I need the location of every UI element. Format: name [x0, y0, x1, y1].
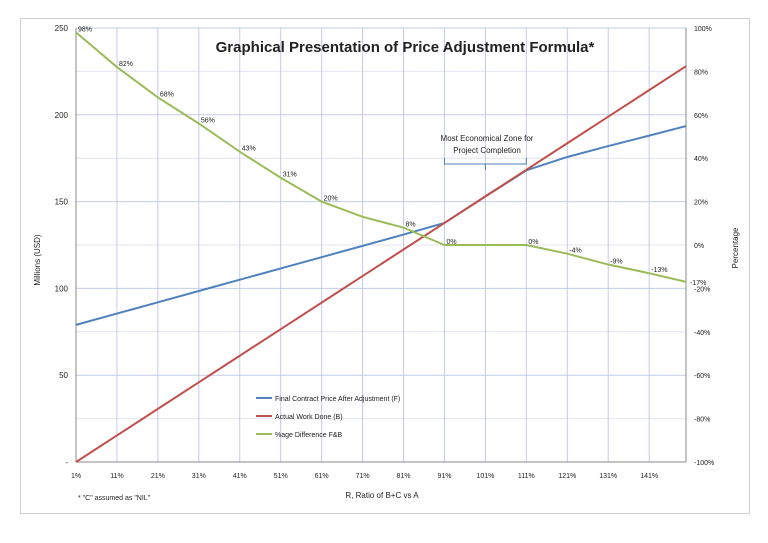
x-tick-label: 61%: [315, 473, 329, 480]
x-tick-label: 141%: [640, 473, 658, 480]
x-tick-label: 91%: [437, 473, 451, 480]
x-tick-label: 101%: [476, 473, 494, 480]
data-label: 68%: [160, 91, 174, 98]
y-axis-label: Millions (USD): [33, 234, 42, 285]
data-label: 31%: [283, 172, 297, 179]
y2-tick-label: 0%: [694, 243, 704, 250]
data-label: 56%: [201, 117, 215, 124]
y-tick-label: 200: [55, 111, 69, 120]
y2-tick-label: 40%: [694, 156, 708, 163]
y2-extra-label: -17%: [690, 280, 706, 287]
data-label: -4%: [569, 248, 581, 255]
x-tick-label: 21%: [151, 473, 165, 480]
annotation-line-2: Project Completion: [453, 146, 521, 155]
x-tick-label: 81%: [397, 473, 411, 480]
legend: Final Contract Price After Adjustment (F…: [256, 396, 400, 439]
chart-frame: [20, 18, 750, 514]
series-line-1: [75, 125, 687, 326]
y2-tick-label: 60%: [694, 113, 708, 120]
x-tick-label: 41%: [233, 473, 247, 480]
x-tick-label: 1%: [71, 473, 81, 480]
legend-label: Final Contract Price After Adjustment (F…: [275, 396, 400, 403]
y2-tick-label: 80%: [694, 69, 708, 76]
y-tick-label: 150: [55, 198, 69, 207]
x-tick-label: 121%: [558, 473, 576, 480]
y2-tick-label: -60%: [694, 373, 710, 380]
y2-tick-label: -40%: [694, 330, 710, 337]
chart-title: Graphical Presentation of Price Adjustme…: [216, 39, 595, 56]
y-tick-label: 50: [59, 371, 68, 380]
y2-tick-label: 100%: [694, 26, 712, 33]
series-line-2: [75, 65, 687, 463]
data-label: 0%: [446, 239, 456, 246]
legend-label: %age Difference F&B: [275, 432, 343, 439]
y2-axis-label: Percentage: [731, 227, 740, 268]
x-tick-label: 11%: [110, 473, 124, 480]
x-tick-label: 51%: [274, 473, 288, 480]
data-label: 82%: [119, 61, 133, 68]
data-label: 20%: [324, 196, 338, 203]
data-label: 8%: [406, 222, 416, 229]
data-label: 98%: [78, 26, 92, 33]
y2-tick-label: -20%: [694, 286, 710, 293]
axes: 1% 11% 21% 31% 41% 51% 61% 71% 81% 91% 101% 111% 121…: [55, 24, 715, 480]
series-line-3: [75, 31, 687, 283]
y-tick-label: 100: [55, 284, 69, 293]
annotation-line-1: Most Economical Zone for: [441, 134, 534, 143]
y-tick-label: -: [65, 458, 68, 467]
data-label: 0%: [528, 239, 538, 246]
data-label: -9%: [610, 259, 622, 266]
annotation-bracket: [443, 158, 527, 170]
data-label: 43%: [242, 146, 256, 153]
data-labels: 98% 82% 68% 56% 43% 31% 20% 8% 0% 0% -4% -9% -13%: [78, 26, 667, 274]
x-tick-label: 71%: [356, 473, 370, 480]
y2-tick-label: 20%: [694, 200, 708, 207]
x-tick-label: 31%: [192, 473, 206, 480]
legend-label: Actual Work Done (B): [275, 414, 343, 421]
x-tick-label: 131%: [599, 473, 617, 480]
data-label: -13%: [651, 267, 667, 274]
x-tick-label: 111%: [518, 473, 535, 480]
y-tick-label: 250: [55, 24, 69, 33]
x-axis-label: R, Ratio of B+C vs A: [345, 491, 419, 500]
y2-tick-label: -80%: [694, 417, 710, 424]
footnote: * "C" assumed as "NIL": [78, 495, 151, 502]
y2-tick-label: -100%: [694, 460, 714, 467]
series-lines: [75, 31, 687, 463]
